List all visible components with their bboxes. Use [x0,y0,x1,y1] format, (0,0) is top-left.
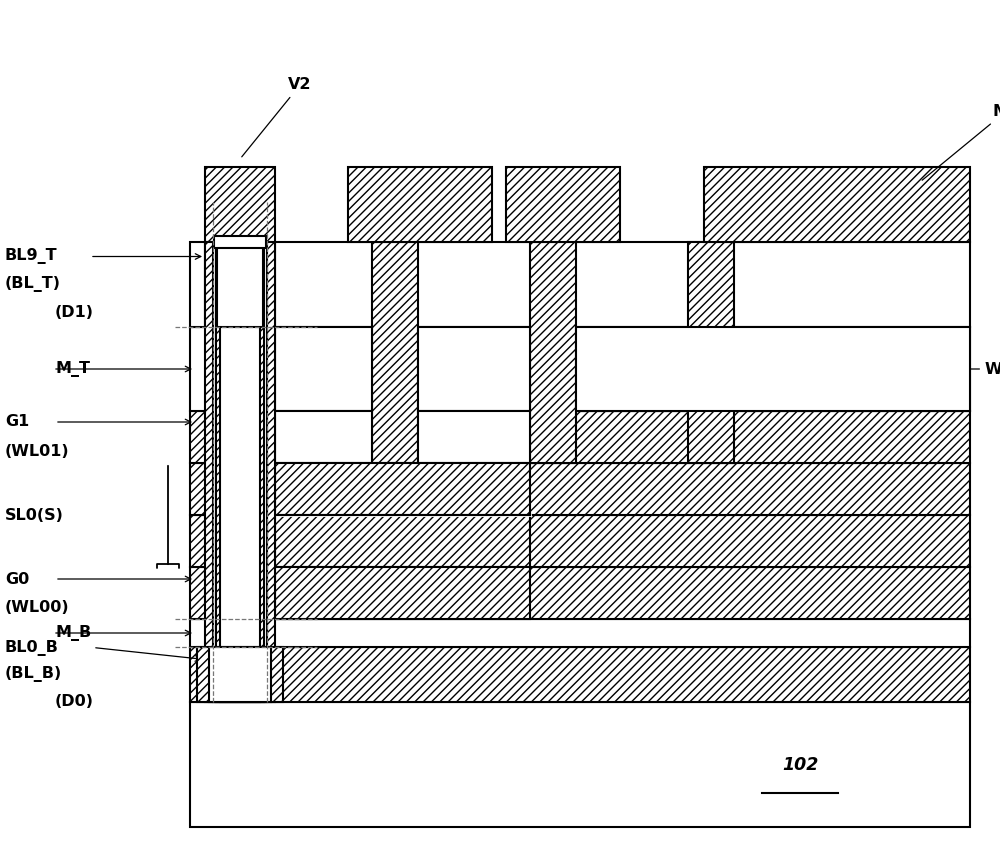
Text: 102: 102 [782,756,818,774]
Bar [506,167,620,242]
Text: WLC0: WLC0 [619,362,1000,376]
Bar [197,647,283,702]
Bar [275,515,530,567]
Bar [576,327,970,411]
Text: (WL00): (WL00) [5,600,70,614]
Bar [205,242,275,702]
Bar [530,242,576,463]
Bar [205,242,275,327]
Text: ML: ML [922,105,1000,180]
Bar [348,167,492,242]
Bar [216,242,264,702]
Text: (WL01): (WL01) [5,445,70,459]
Text: SLC: SLC [457,362,491,376]
Bar [190,515,970,567]
Text: WLC1: WLC1 [298,362,349,376]
Bar [217,242,263,327]
Bar [220,242,260,702]
Bar [275,411,372,463]
Text: BL0_B: BL0_B [5,639,59,656]
Bar [418,327,530,411]
Bar [688,242,734,463]
Bar [190,411,970,463]
Bar [190,327,970,411]
Text: (D1): (D1) [55,305,94,320]
Text: BL9_T: BL9_T [5,249,58,265]
Bar [275,463,530,515]
Text: G1: G1 [5,415,29,429]
Text: (BL_B): (BL_B) [5,667,62,682]
Bar [209,647,271,702]
Bar [275,327,372,411]
Bar [190,702,970,827]
Text: (BL_T): (BL_T) [5,277,61,292]
Bar [704,167,970,242]
Bar [190,619,970,647]
Text: M_T: M_T [55,361,90,377]
Bar [418,411,530,463]
Text: SL0(S): SL0(S) [5,507,64,523]
Text: G0: G0 [5,572,29,586]
Bar [372,242,418,463]
Bar [213,242,267,702]
Bar [190,567,970,619]
Text: (D0): (D0) [55,694,94,709]
Bar [214,236,266,248]
Text: M_B: M_B [55,625,91,641]
Bar [190,647,970,702]
Bar [205,167,275,242]
Bar [190,242,970,327]
Bar [275,567,530,619]
Text: V2: V2 [242,77,312,157]
Bar [190,463,970,515]
